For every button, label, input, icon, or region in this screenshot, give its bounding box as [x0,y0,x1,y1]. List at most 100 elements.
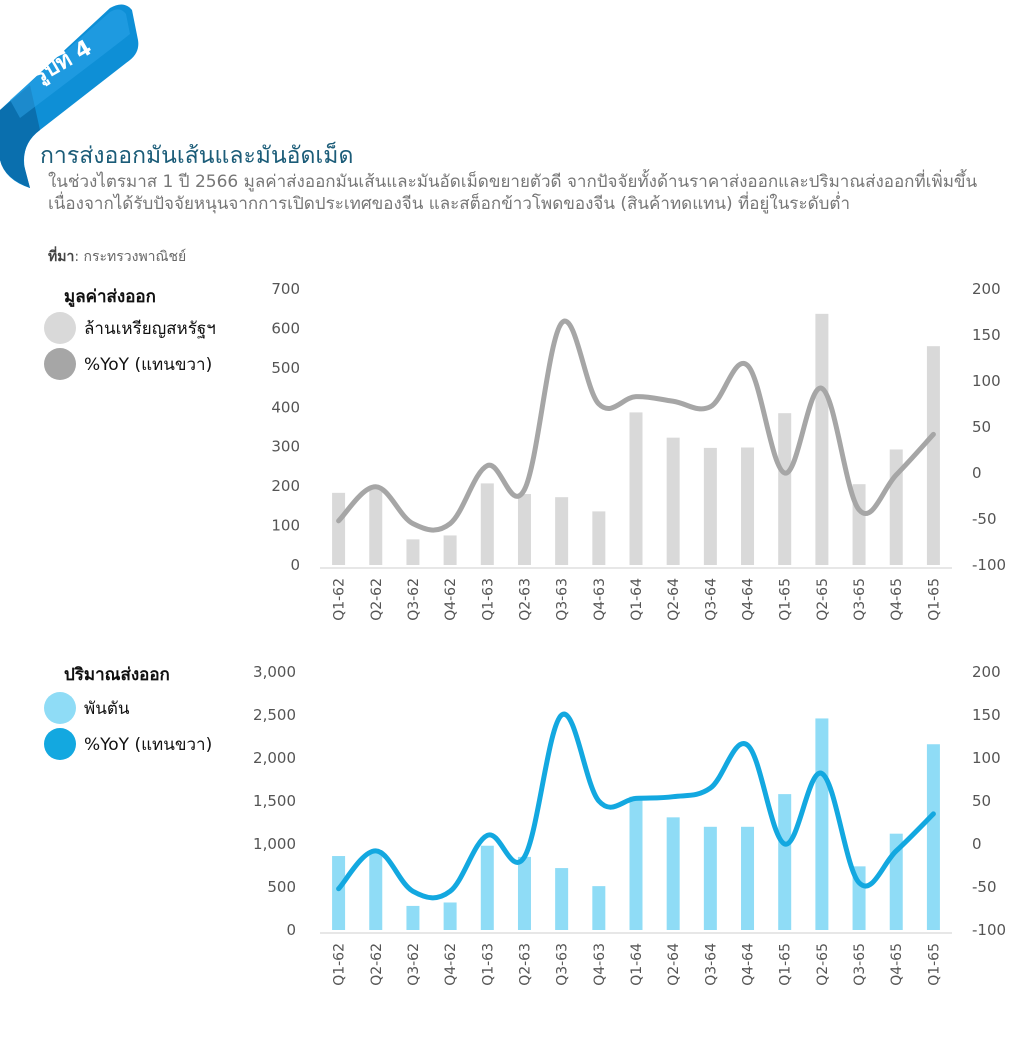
left-axis-tick: 300 [271,438,300,456]
category-label: Q3-65 [852,943,868,986]
legend-label: %YoY (แทนขวา) [84,354,213,375]
right-axis-tick: -100 [972,556,1006,574]
bar [517,856,531,930]
bar [555,497,569,565]
right-axis-tick: -50 [972,878,997,896]
left-axis-tick: 500 [267,878,296,896]
right-axis-tick: 100 [972,372,1001,390]
right-axis-tick: 150 [972,706,1001,724]
left-axis-tick: 1,500 [253,792,296,810]
category-label: Q2-65 [815,578,831,621]
bar [592,886,606,930]
category-label: Q2-65 [815,943,831,986]
source-text: : กระทรวงพาณิชย์ [74,249,187,265]
chart1-legend-line: %YoY (แทนขวา) [44,348,212,380]
category-label: Q1-64 [629,943,645,986]
category-label: Q2-62 [369,578,385,621]
legend-label: พันตัน [84,698,130,719]
right-axis-tick: -50 [972,510,997,528]
left-axis-tick: 200 [271,477,300,495]
left-axis-tick: 400 [271,398,300,416]
bar [480,845,494,930]
left-axis-tick: 700 [271,280,300,298]
description: ในช่วงไตรมาส 1 ปี 2566 มูลค่าส่งออกมันเส… [48,172,978,214]
left-axis-tick: 3,000 [253,663,296,681]
chart1-legend-bar: ล้านเหรียญสหรัฐฯ [44,312,216,344]
source-note: ที่มา: กระทรวงพาณิชย์ [48,246,186,268]
category-label: Q2-63 [517,578,533,621]
bar [778,794,792,930]
legend-label: ล้านเหรียญสหรัฐฯ [84,318,216,339]
right-axis-tick: 100 [972,749,1001,767]
bar [703,826,717,930]
source-label: ที่มา [48,249,75,265]
bar [592,511,606,565]
left-axis-tick: 500 [271,359,300,377]
category-label: Q4-63 [592,943,608,986]
category-label: Q4-63 [592,578,608,621]
category-label: Q4-64 [741,578,757,621]
left-axis-tick: 0 [286,921,296,939]
bar [406,905,420,930]
bar [741,447,755,565]
category-label: Q4-64 [741,943,757,986]
left-axis-tick: 0 [290,556,300,574]
category-label: Q1-65 [926,578,942,621]
legend-swatch [44,728,76,760]
category-label: Q1-63 [480,943,496,986]
right-axis-tick: 50 [972,418,991,436]
right-axis-tick: 0 [972,835,982,853]
category-label: Q3-65 [852,578,868,621]
right-axis-tick: -100 [972,921,1006,939]
bar [666,437,680,565]
bar [815,313,829,565]
legend-swatch [44,312,76,344]
category-label: Q4-65 [889,578,905,621]
right-axis-tick: 0 [972,464,982,482]
category-label: Q4-62 [443,578,459,621]
bar [369,486,383,565]
category-label: Q3-64 [703,943,719,986]
category-label: Q2-63 [517,943,533,986]
bar [629,412,643,565]
bar [480,483,494,565]
category-label: Q1-65 [778,578,794,621]
bar [778,413,792,565]
page-title: การส่งออกมันเส้นและมันอัดเม็ด [40,143,354,169]
chart2-legend-line: %YoY (แทนขวา) [44,728,212,760]
right-axis-tick: 50 [972,792,991,810]
category-label: Q2-64 [666,578,682,621]
bar [555,868,569,930]
category-label: Q2-62 [369,943,385,986]
left-axis-tick: 1,000 [253,835,296,853]
bar [369,850,383,930]
bar [666,817,680,930]
bar [926,346,940,565]
legend-swatch [44,692,76,724]
category-label: Q1-62 [332,578,348,621]
category-label: Q3-62 [406,578,422,621]
chart1-legend-title: มูลค่าส่งออก [64,287,156,307]
category-label: Q2-64 [666,943,682,986]
category-label: Q4-62 [443,943,459,986]
category-label: Q1-63 [480,578,496,621]
left-axis-tick: 600 [271,319,300,337]
bar [703,447,717,565]
category-label: Q4-65 [889,943,905,986]
right-axis-tick: 200 [972,663,1001,681]
category-label: Q1-65 [778,943,794,986]
left-axis-tick: 2,500 [253,706,296,724]
category-label: Q1-65 [926,943,942,986]
category-label: Q3-63 [555,578,571,621]
bar [926,744,940,930]
chart2-legend-title: ปริมาณส่งออก [64,665,170,685]
right-axis-tick: 150 [972,326,1001,344]
legend-label: %YoY (แทนขวา) [84,734,213,755]
figure-badge [0,4,139,189]
left-axis-tick: 2,000 [253,749,296,767]
category-label: Q1-62 [332,943,348,986]
bar [443,535,457,565]
category-label: Q1-64 [629,578,645,621]
bar [517,494,531,565]
